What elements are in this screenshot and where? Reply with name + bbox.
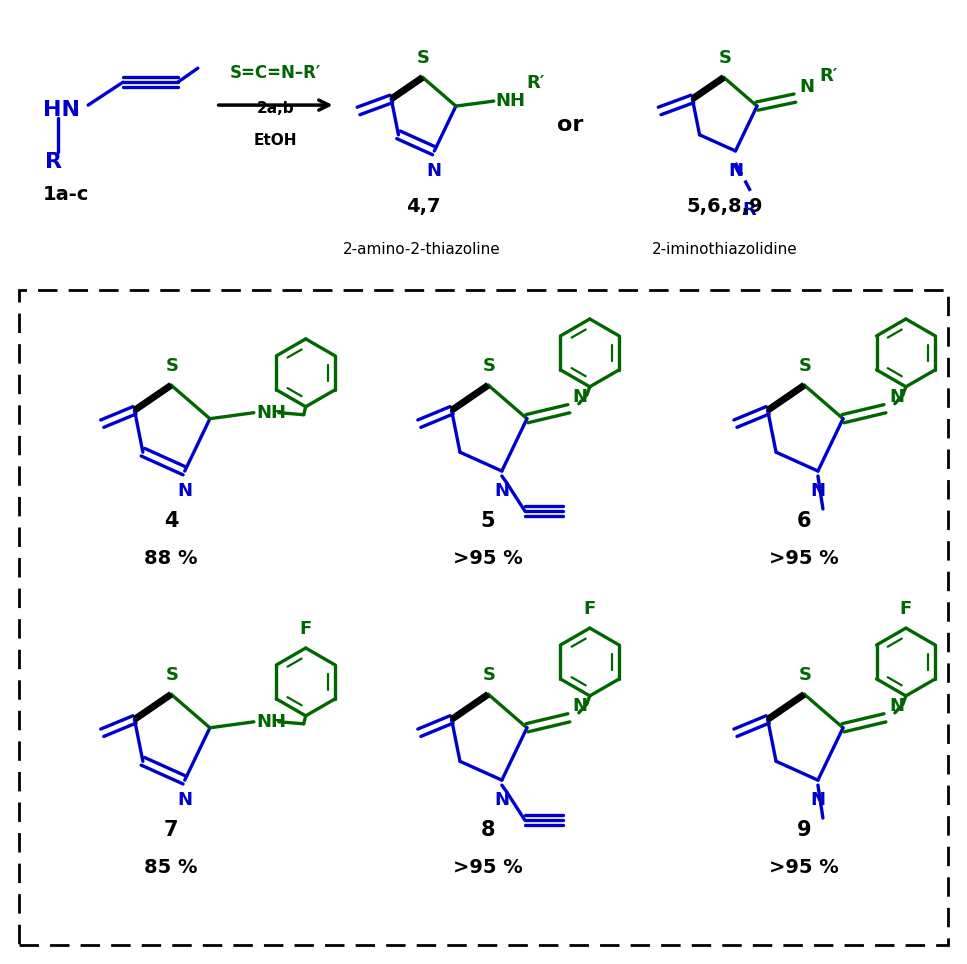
Text: NH: NH [496, 93, 526, 110]
Text: 2-amino-2-thiazoline: 2-amino-2-thiazoline [343, 242, 501, 256]
Text: EtOH: EtOH [254, 133, 297, 148]
Text: 2-iminothiazolidine: 2-iminothiazolidine [652, 242, 797, 256]
Text: S: S [483, 666, 496, 684]
Text: >95 %: >95 % [454, 549, 523, 568]
Text: S: S [718, 49, 731, 67]
Text: S: S [165, 358, 179, 375]
Text: N: N [810, 791, 826, 809]
Text: R′: R′ [820, 67, 838, 85]
Text: S: S [799, 666, 812, 684]
Text: N: N [426, 162, 442, 180]
Text: 5: 5 [481, 511, 495, 531]
Text: F: F [300, 620, 311, 638]
Text: N: N [572, 388, 588, 406]
Text: 9: 9 [797, 820, 811, 840]
Text: R′: R′ [527, 74, 545, 93]
Text: F: F [899, 601, 912, 618]
Text: S: S [165, 666, 179, 684]
Text: 7: 7 [163, 820, 178, 840]
Text: 2a,b: 2a,b [257, 101, 294, 116]
Text: R: R [743, 201, 756, 219]
Text: or: or [557, 115, 583, 135]
Text: F: F [584, 601, 596, 618]
Text: N: N [799, 78, 814, 96]
Text: HN: HN [44, 100, 80, 120]
Text: 4,7: 4,7 [406, 197, 440, 216]
Text: N: N [810, 482, 826, 500]
Text: N: N [177, 482, 192, 500]
Text: S: S [483, 358, 496, 375]
Text: S: S [417, 49, 430, 67]
Text: NH: NH [257, 404, 287, 421]
Text: S=C=N–R′: S=C=N–R′ [230, 65, 321, 82]
Text: 5,6,8,9: 5,6,8,9 [686, 197, 763, 216]
Text: >95 %: >95 % [769, 549, 839, 568]
Text: N: N [728, 162, 743, 180]
Text: 1a-c: 1a-c [43, 185, 89, 203]
Text: 6: 6 [797, 511, 811, 531]
Text: N: N [494, 791, 510, 809]
Text: 4: 4 [163, 511, 178, 531]
Text: 85 %: 85 % [144, 858, 197, 877]
Text: R: R [45, 152, 62, 172]
Text: 8: 8 [481, 820, 495, 840]
Text: >95 %: >95 % [454, 858, 523, 877]
Text: 88 %: 88 % [144, 549, 197, 568]
Text: NH: NH [257, 712, 287, 731]
Text: N: N [572, 697, 588, 715]
Text: N: N [494, 482, 510, 500]
Text: N: N [889, 697, 904, 715]
Text: S: S [799, 358, 812, 375]
Text: N: N [177, 791, 192, 809]
Text: N: N [889, 388, 904, 406]
Text: >95 %: >95 % [769, 858, 839, 877]
